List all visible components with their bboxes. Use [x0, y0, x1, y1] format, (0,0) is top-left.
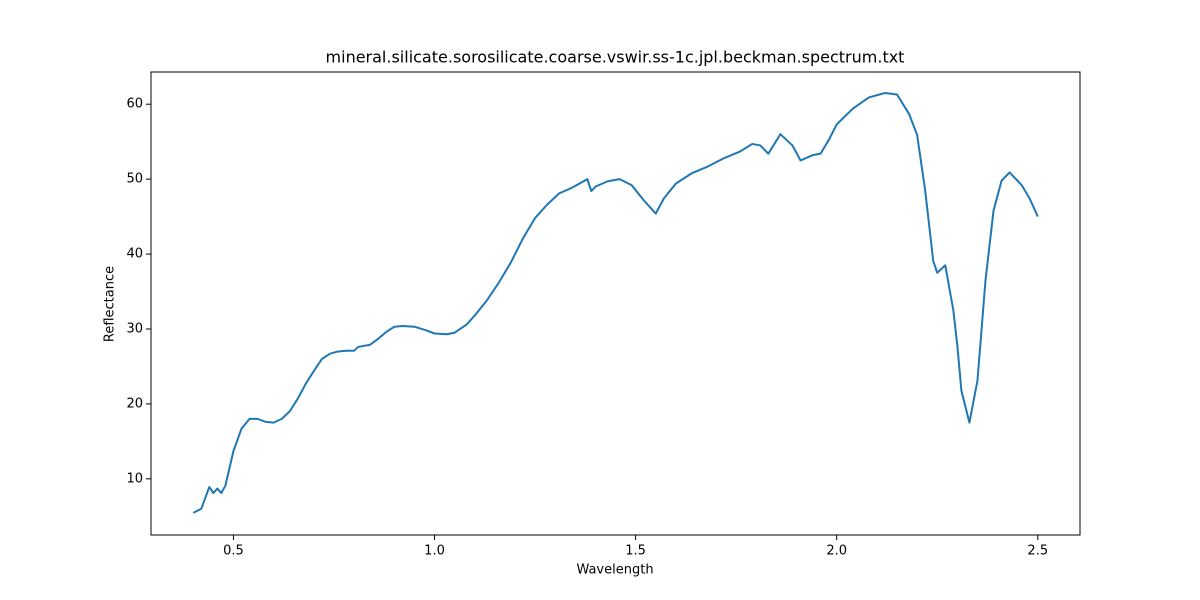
- x-tick-label: 2.0: [826, 544, 847, 559]
- y-tick-label: 10: [126, 471, 143, 486]
- plot-frame: [150, 71, 1081, 536]
- y-tick-label: 40: [126, 247, 143, 262]
- x-tick-label: 0.5: [223, 544, 244, 559]
- x-axis-label: Wavelength: [576, 563, 653, 578]
- y-axis-label: Reflectance: [103, 266, 118, 342]
- x-tick-label: 2.5: [1027, 544, 1048, 559]
- y-tick-label: 60: [126, 97, 143, 112]
- x-tick-label: 1.5: [625, 544, 646, 559]
- y-tick-label: 30: [126, 321, 143, 336]
- y-tick-label: 50: [126, 172, 143, 187]
- y-tick-label: 20: [126, 396, 143, 411]
- x-tick-label: 1.0: [424, 544, 445, 559]
- spectrum-line: [192, 91, 1039, 514]
- chart-title: mineral.silicate.sorosilicate.coarse.vsw…: [326, 48, 905, 67]
